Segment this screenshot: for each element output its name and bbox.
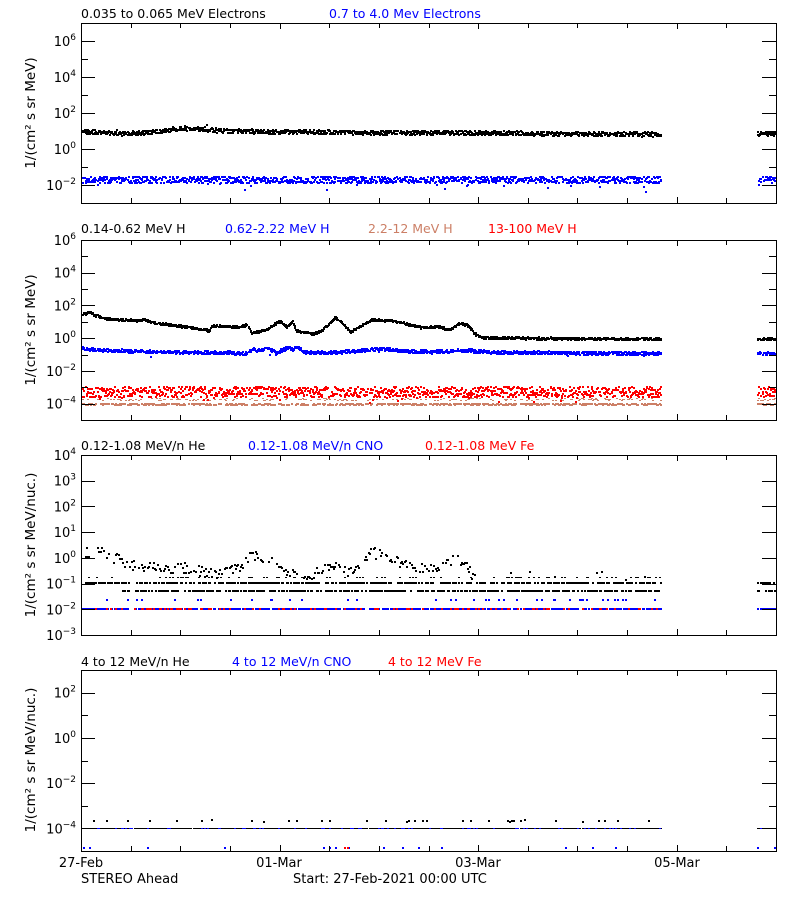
y-tick-label: 10−2 — [46, 601, 76, 618]
y-tick-label: 103 — [54, 473, 76, 490]
x-axis-ticks — [131, 455, 727, 635]
panel-2: 106 104 102 100 10−2 10−4 — [46, 232, 777, 421]
x-tick-label-27-feb: 27-Feb — [58, 856, 104, 871]
y-tick-label: 104 — [54, 447, 77, 464]
panel-2-legend-h-2.2-12: 2.2-12 MeV H — [368, 221, 453, 236]
y-tick-label: 102 — [54, 105, 76, 122]
y-tick-label: 10−2 — [46, 775, 76, 792]
y-tick-label: 10−2 — [46, 177, 76, 194]
series-0-7-to-4-0-mev-electrons — [82, 176, 776, 193]
start-time-label: Start: 27-Feb-2021 00:00 UTC — [293, 872, 487, 887]
y-axis-ticks — [81, 670, 776, 852]
y-tick-label: 100 — [54, 330, 77, 347]
x-axis-ticks — [131, 670, 727, 851]
panel-3-legend-cno: 0.12-1.08 MeV/n CNO — [248, 438, 384, 453]
x-axis-ticks — [131, 23, 727, 203]
series-13-100-mev-h — [82, 386, 776, 404]
series-0-12-1-08-mev-n-he — [85, 547, 776, 592]
y-tick-label: 102 — [54, 298, 76, 315]
series-0-12-1-08-mev-n-cno — [82, 599, 776, 610]
panel-3-legend-fe: 0.12-1.08 MeV Fe — [425, 438, 535, 453]
panel-3-y-axis-label: 1/(cm² s sr MeV/nuc.) — [23, 472, 39, 618]
y-tick-label: 10−2 — [46, 363, 76, 380]
series-0-12-1-08-mev-fe — [95, 608, 658, 610]
y-tick-label: 104 — [54, 265, 77, 282]
y-tick-label: 106 — [54, 33, 77, 50]
y-axis-ticks — [81, 455, 776, 636]
panel-2-y-axis-label: 1/(cm² s sr MeV) — [23, 274, 39, 386]
y-tick-label: 10−1 — [46, 576, 76, 593]
y-tick-label: 106 — [54, 232, 77, 249]
y-tick-label: 100 — [54, 550, 77, 567]
y-tick-label: 102 — [54, 685, 76, 702]
x-tick-label-01-mar: 01-Mar — [256, 856, 302, 871]
panel-1: 106 104 102 100 10−2 — [46, 23, 777, 204]
panel-4-frame — [81, 670, 777, 852]
y-tick-label: 101 — [54, 524, 76, 541]
spacecraft-label: STEREO Ahead — [81, 872, 179, 887]
panel-4: 102 100 10−2 10−4 — [46, 670, 777, 852]
panel-1-y-axis-label: 1/(cm² s sr MeV) — [23, 57, 39, 169]
series-0-035-to-0-065-mev-electrons — [82, 124, 776, 138]
y-tick-label: 100 — [54, 141, 77, 158]
panel-1-legend-low-energy-electrons: 0.035 to 0.065 MeV Electrons — [81, 6, 266, 21]
panel-1-legend-high-energy-electrons: 0.7 to 4.0 Mev Electrons — [329, 6, 481, 21]
x-tick-label-03-mar: 03-Mar — [455, 856, 501, 871]
series-0-62-2-22-mev-h — [82, 346, 776, 358]
series-4-to-12-mev-fe — [344, 847, 349, 849]
panel-3-legend-he: 0.12-1.08 MeV/n He — [81, 438, 206, 453]
y-tick-label: 100 — [54, 730, 77, 747]
panel-2-legend-h-13-100: 13-100 MeV H — [488, 221, 577, 236]
panel-4-legend-fe: 4 to 12 MeV Fe — [388, 654, 482, 669]
y-axis-ticks — [81, 23, 776, 204]
series-2-2-12-mev-h — [82, 398, 776, 406]
panel-4-legend-he: 4 to 12 MeV/n He — [81, 654, 190, 669]
series-0-14-0-62-mev-h — [82, 311, 776, 341]
panel-4-legend-cno: 4 to 12 MeV/n CNO — [232, 654, 352, 669]
y-tick-label: 104 — [54, 69, 77, 86]
panel-4-y-axis-label: 1/(cm² s sr MeV/nuc.) — [23, 687, 39, 833]
panel-2-legend-h-0.62-2.22: 0.62-2.22 MeV H — [225, 221, 330, 236]
y-tick-label: 10−3 — [46, 627, 76, 644]
y-tick-label: 102 — [54, 498, 76, 515]
y-tick-label: 10−4 — [46, 396, 76, 413]
series-4-to-12-mev-n-he — [82, 819, 776, 829]
panel-3: 104 103 102 101 100 10−1 10−2 10−3 — [46, 447, 777, 644]
x-axis-ticks — [131, 240, 727, 420]
y-axis-ticks — [81, 240, 776, 421]
y-tick-label: 10−4 — [46, 820, 76, 837]
series-4-to-12-mev-n-cno — [83, 828, 776, 849]
x-tick-label-05-mar: 05-Mar — [654, 856, 700, 871]
panel-2-legend-h-0.14-0.62: 0.14-0.62 MeV H — [81, 221, 186, 236]
